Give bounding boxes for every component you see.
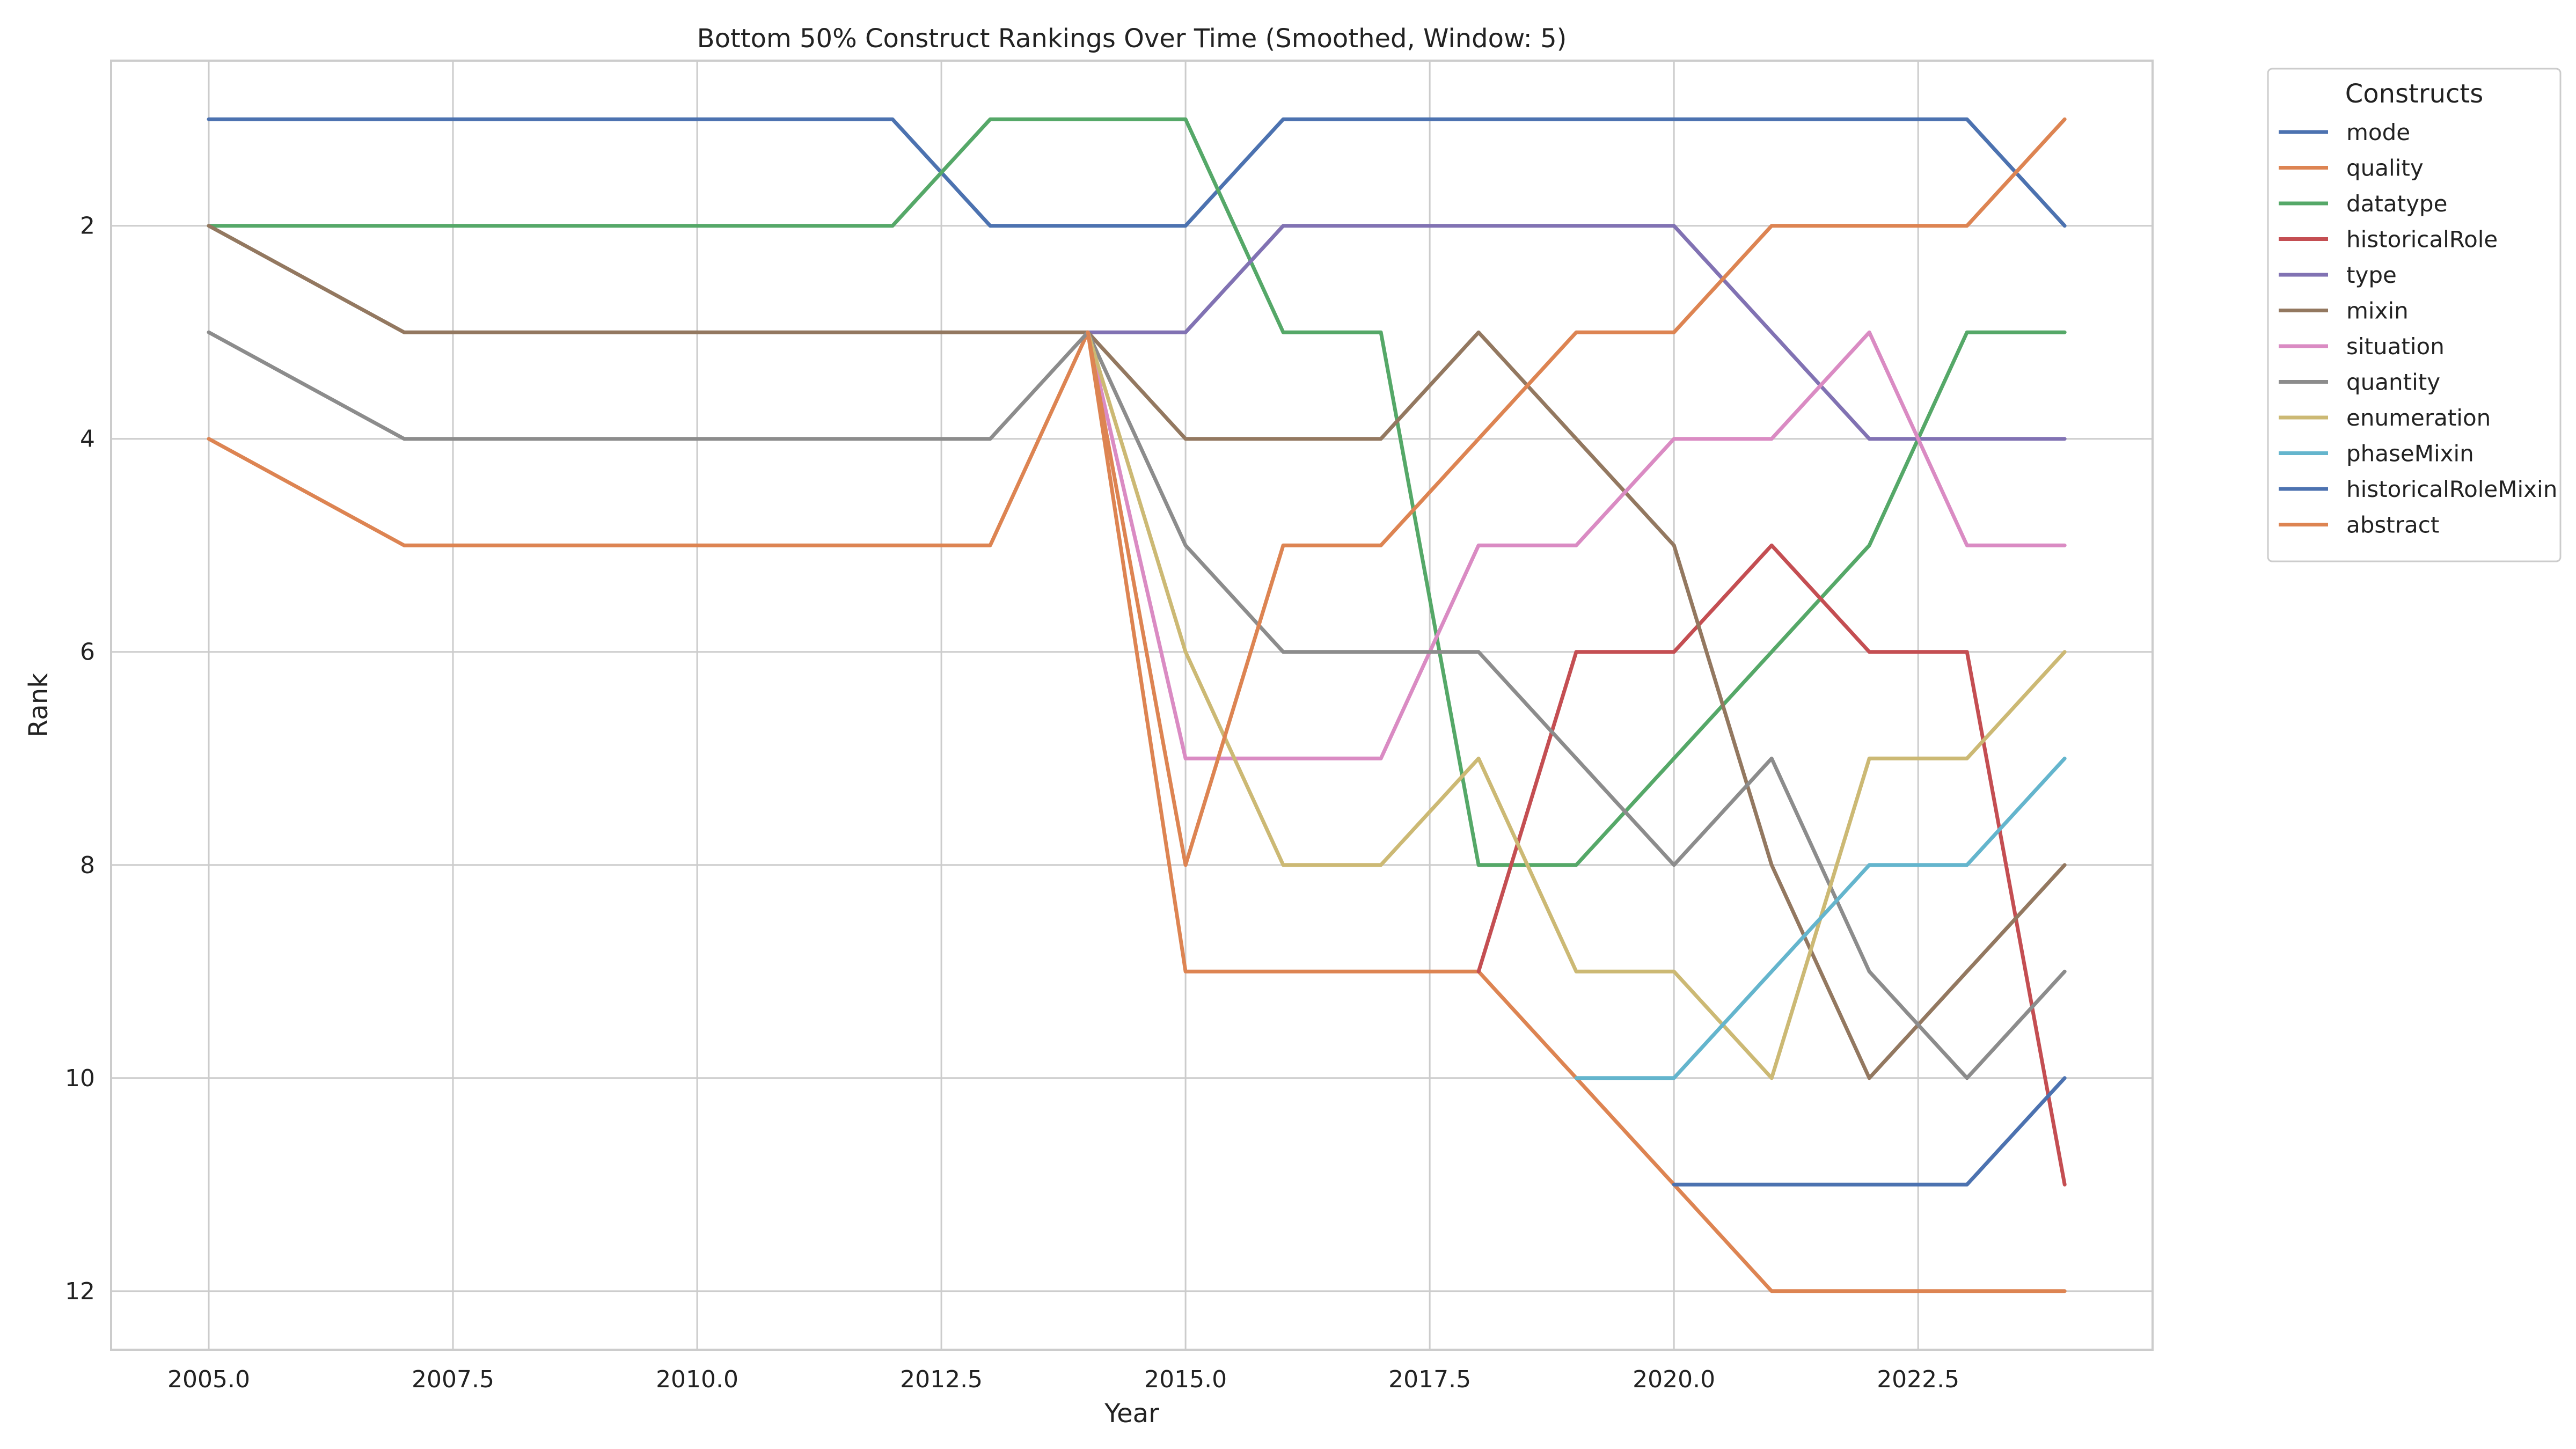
x-axis-ticks: 2005.0 2007.5 2010.0 2012.5 2015.0 2017.5 2020… [167, 1366, 1959, 1393]
x-tick-label: 2007.5 [412, 1366, 494, 1393]
legend-label-type: type [2346, 262, 2397, 288]
y-tick-label: 10 [65, 1065, 95, 1092]
legend-label-abstract: abstract [2346, 512, 2439, 538]
chart-title: Bottom 50% Construct Rankings Over Time … [697, 24, 1567, 54]
legend-label-historicalRoleMixin: historicalRoleMixin [2346, 476, 2557, 502]
y-tick-label: 6 [80, 639, 95, 666]
legend-items: mode quality datatype historicalRole type mix… [2279, 119, 2557, 538]
legend-label-quality: quality [2346, 155, 2424, 181]
x-tick-label: 2005.0 [167, 1366, 250, 1393]
legend: Constructs mode quality datatype historical… [2267, 68, 2562, 562]
series-line-mode [207, 117, 2067, 228]
y-tick-label: 8 [80, 852, 95, 879]
plot-area [111, 61, 2153, 1350]
series-line-mixin [207, 224, 2067, 1080]
x-tick-label: 2012.5 [900, 1366, 983, 1393]
series-line-historicalRoleMixin [1672, 1076, 2067, 1187]
x-tick-label: 2020.0 [1633, 1366, 1715, 1393]
legend-label-enumeration: enumeration [2346, 405, 2491, 431]
plot-frame [110, 60, 2154, 1351]
series-line-datatype [207, 117, 2067, 867]
series-line-enumeration [1086, 330, 2067, 1080]
x-tick-label: 2015.0 [1144, 1366, 1227, 1393]
legend-label-mixin: mixin [2346, 298, 2409, 324]
y-tick-label: 2 [80, 213, 95, 240]
series-layer [207, 117, 2067, 1293]
legend-label-quantity: quantity [2346, 369, 2440, 396]
x-axis-title: Year [1104, 1399, 1159, 1429]
series-line-phaseMixin [1574, 756, 2067, 1080]
legend-title: Constructs [2345, 79, 2484, 109]
series-line-type [1086, 224, 2067, 441]
x-tick-label: 2010.0 [656, 1366, 738, 1393]
legend-label-historicalRole: historicalRole [2346, 226, 2498, 253]
y-tick-label: 12 [65, 1278, 95, 1305]
series-line-quality [207, 330, 2067, 1293]
y-axis-ticks: 2 4 6 8 10 12 [65, 213, 95, 1305]
y-axis-title: Rank [24, 673, 54, 737]
series-line-historicalRole [1476, 543, 2067, 1187]
legend-label-datatype: datatype [2346, 191, 2447, 217]
y-tick-label: 4 [80, 426, 95, 453]
series-line-abstract [1086, 117, 2067, 867]
x-tick-label: 2017.5 [1388, 1366, 1471, 1393]
legend-label-situation: situation [2346, 333, 2445, 360]
legend-box [2267, 68, 2562, 562]
legend-label-mode: mode [2346, 119, 2410, 145]
legend-label-phaseMixin: phaseMixin [2346, 441, 2474, 467]
x-tick-label: 2022.5 [1877, 1366, 1959, 1393]
series-line-situation [1086, 330, 2067, 760]
